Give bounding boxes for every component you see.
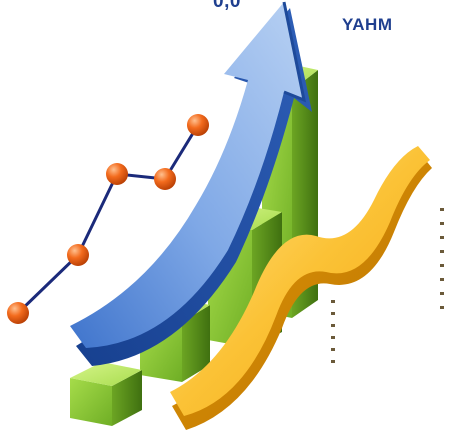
data-point-2: [67, 244, 89, 266]
right-text-label: YAHM: [342, 15, 393, 34]
bar-short: [70, 362, 142, 426]
wave-ribbon-icon: [170, 146, 432, 430]
data-point-1: [7, 302, 29, 324]
dotted-guides: [331, 208, 444, 363]
line-graph-icon: [7, 114, 209, 324]
data-point-5: [187, 114, 209, 136]
data-point-3: [106, 163, 128, 185]
data-point-4: [154, 168, 176, 190]
growth-arrow-icon: [70, 1, 312, 366]
top-number-label: 0,0: [213, 0, 241, 12]
